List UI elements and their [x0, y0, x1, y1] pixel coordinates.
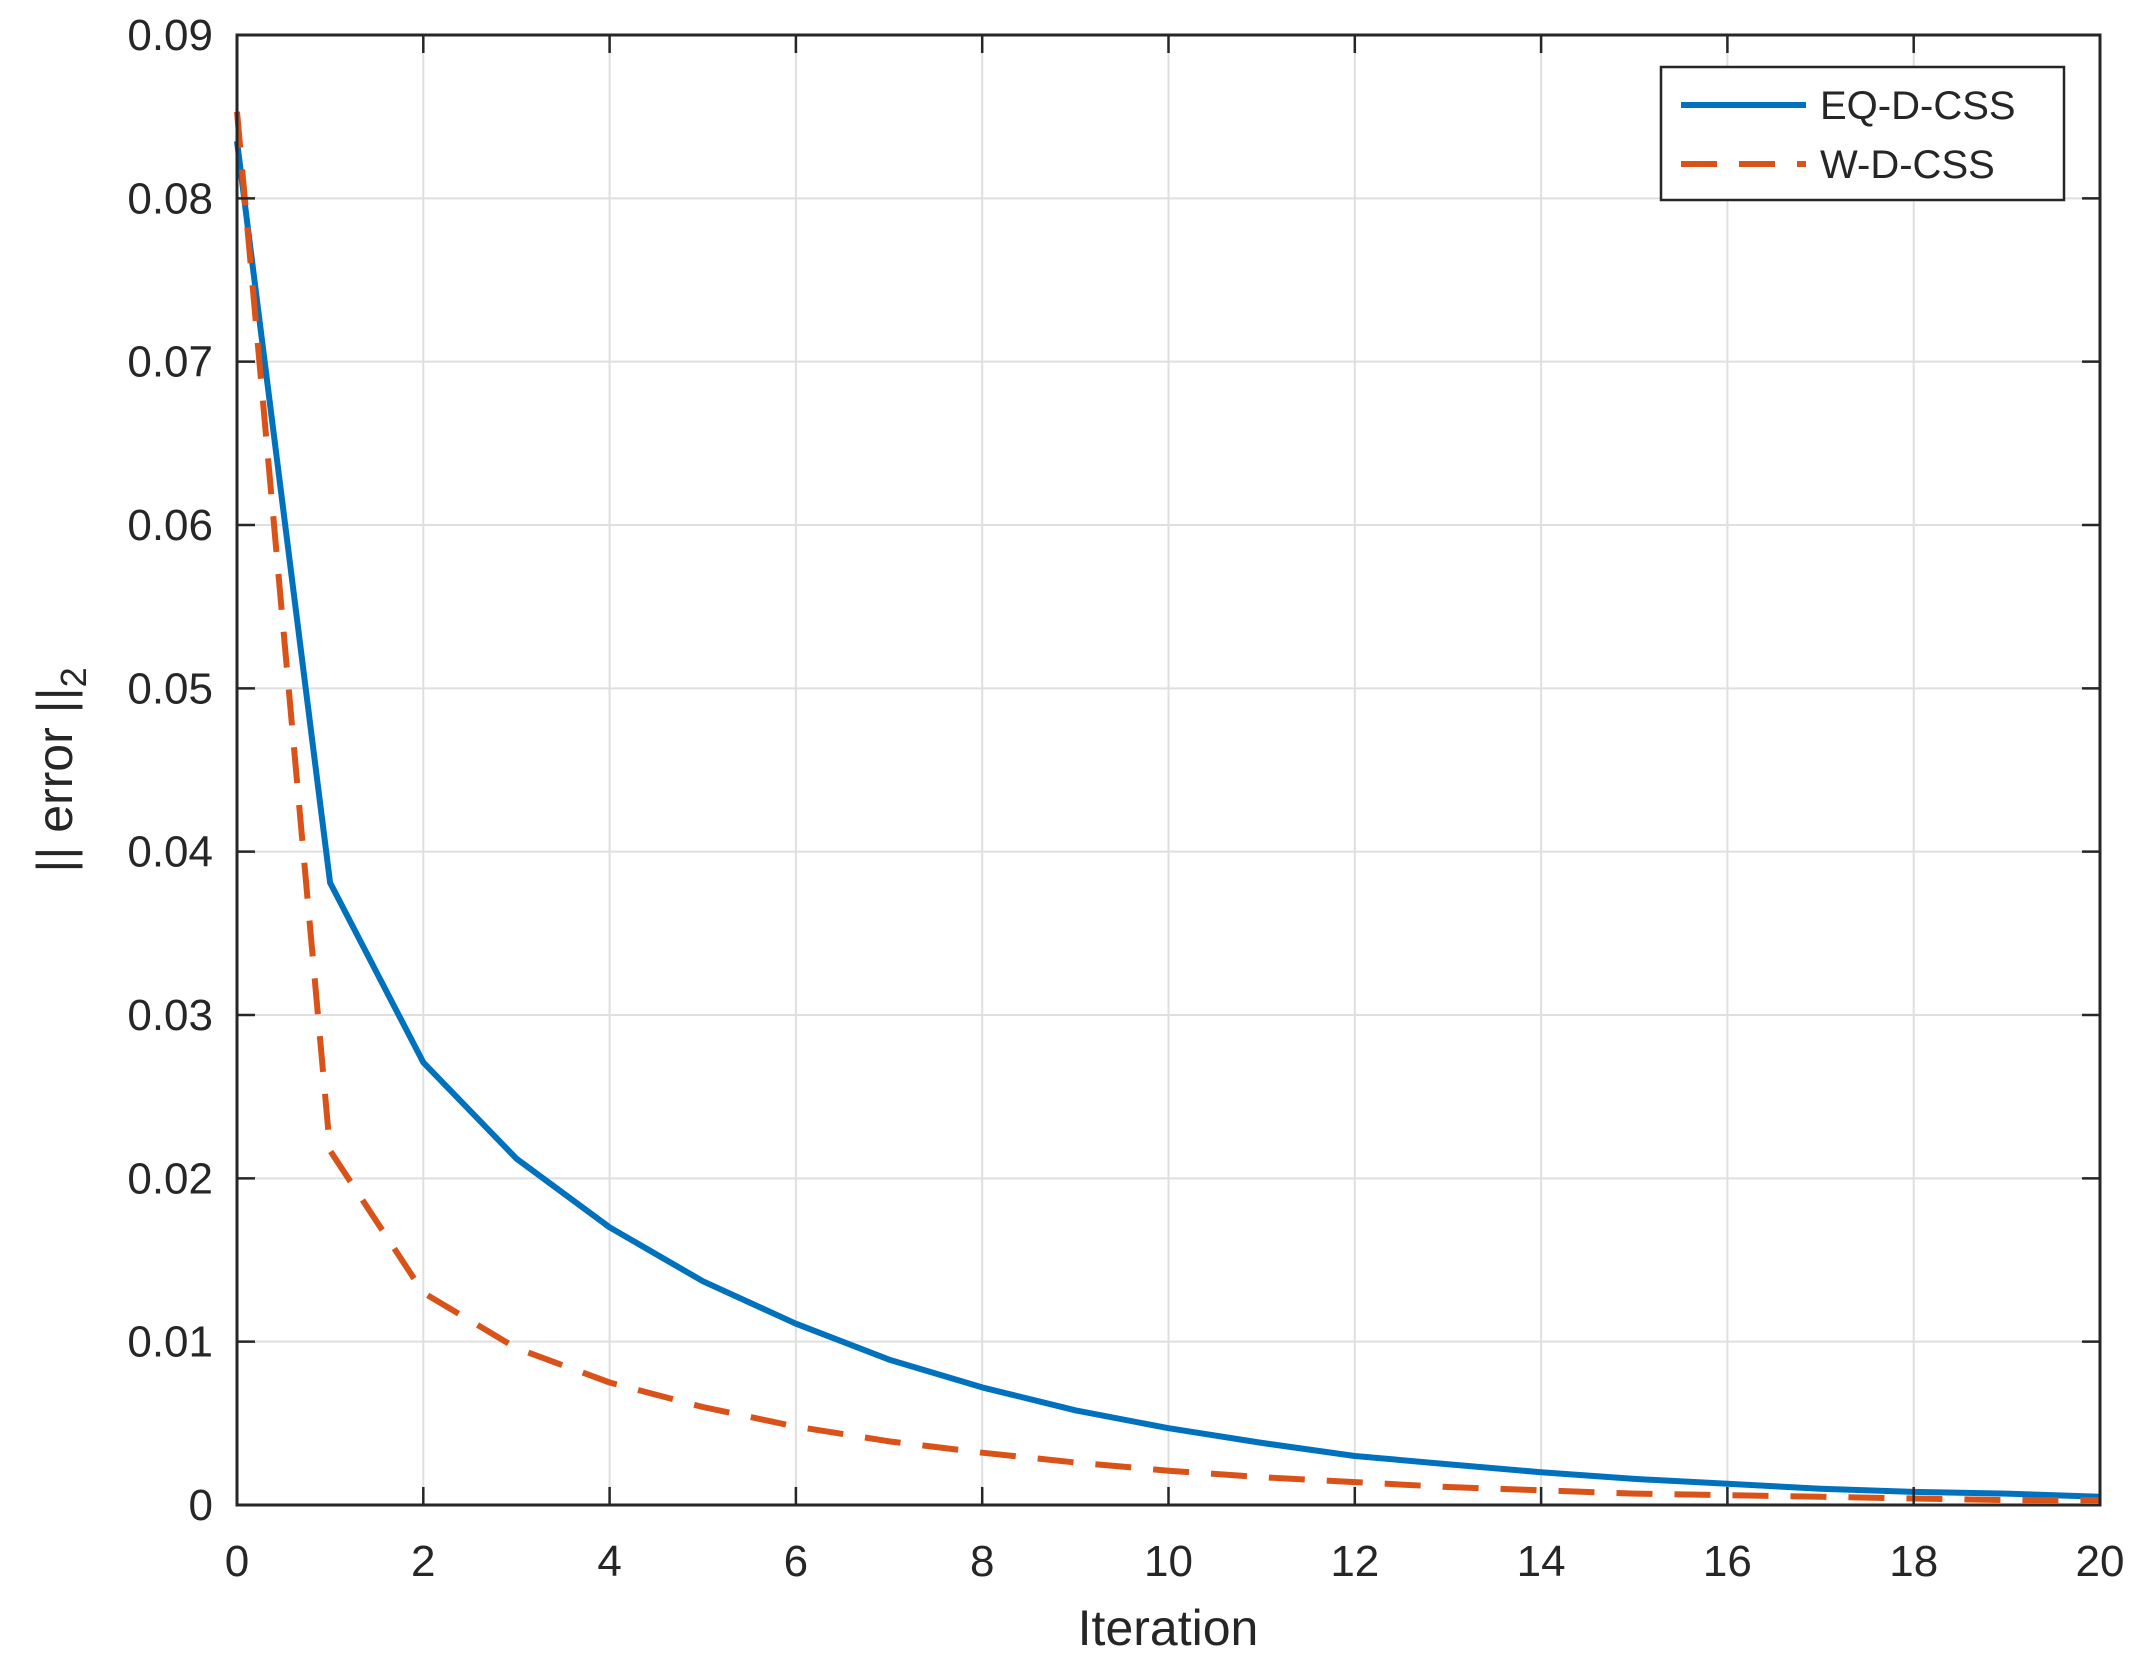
y-tick-label: 0.04	[127, 828, 213, 877]
series-line-eq-d-css	[234, 140, 2101, 1500]
x-tick-label: 14	[1517, 1537, 1566, 1586]
x-tick-label: 8	[970, 1537, 994, 1586]
legend-box	[1659, 65, 2066, 202]
y-tick-label: 0	[189, 1481, 213, 1530]
legend-label-w-d-css: W-D-CSS	[1820, 143, 1995, 187]
x-tick-label: 0	[225, 1537, 249, 1586]
x-tick-label: 10	[1144, 1537, 1193, 1586]
x-tick-label: 12	[1330, 1537, 1379, 1586]
legend-label-eq-d-css: EQ-D-CSS	[1820, 84, 2016, 128]
y-tick-label: 0.01	[127, 1318, 213, 1367]
y-tick-label: 0.08	[127, 174, 213, 223]
y-axis-title-main: || error ||	[27, 687, 83, 872]
y-axis-title-subscript: 2	[53, 667, 94, 687]
y-tick-label: 0.09	[127, 11, 213, 60]
x-tick-label: 2	[411, 1537, 435, 1586]
x-tick-label: 4	[597, 1537, 621, 1586]
series-lines	[234, 111, 2101, 1504]
y-tick-label: 0.06	[127, 501, 213, 550]
legend: EQ-D-CSS W-D-CSS	[1659, 65, 2066, 202]
y-tick-label: 0.02	[127, 1154, 213, 1203]
x-axis-title: Iteration	[1078, 1600, 1259, 1655]
x-tick-label: 18	[1889, 1537, 1938, 1586]
x-tick-labels: 0 2 4 6 8 10 12 14 16 18 20	[225, 1537, 2125, 1586]
y-tick-label: 0.07	[127, 338, 213, 387]
y-tick-label: 0.05	[127, 664, 213, 713]
x-tick-label: 6	[784, 1537, 808, 1586]
y-axis-title: || error ||2	[27, 667, 94, 872]
x-tick-label: 20	[2076, 1537, 2125, 1586]
axis-ticks	[235, 33, 2102, 1507]
series-line-w-d-css	[234, 111, 2100, 1504]
x-tick-label: 16	[1703, 1537, 1752, 1586]
y-tick-labels: 0 0.01 0.02 0.03 0.04 0.05 0.06 0.07 0.08 0.09	[127, 11, 213, 1530]
y-tick-label: 0.03	[127, 991, 213, 1040]
